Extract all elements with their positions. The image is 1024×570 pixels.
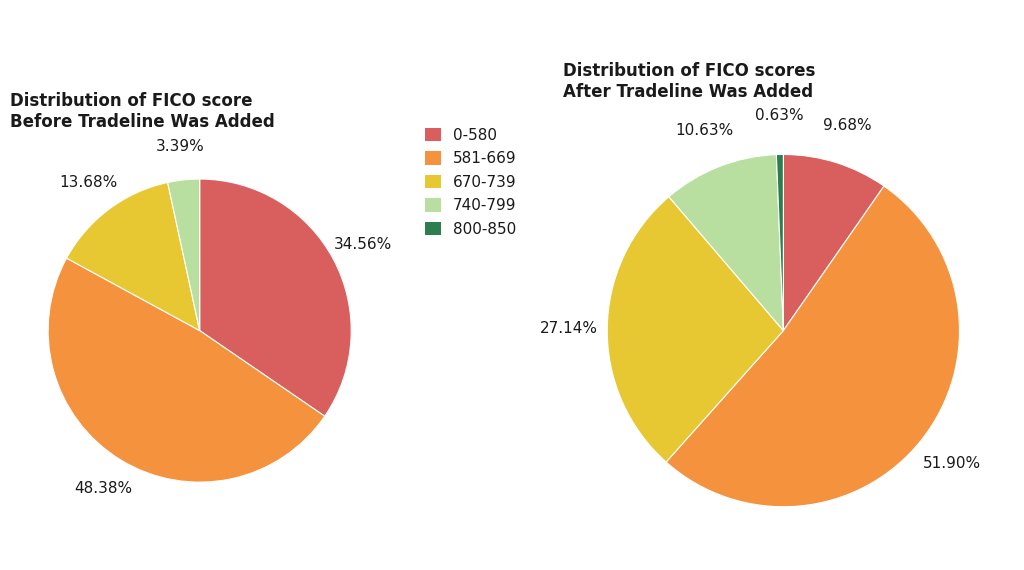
Wedge shape [200, 179, 351, 416]
Legend: 0-580, 581-669, 670-739, 740-799, 800-850: 0-580, 581-669, 670-739, 740-799, 800-85… [420, 121, 522, 243]
Text: 51.90%: 51.90% [923, 456, 981, 471]
Wedge shape [607, 197, 783, 462]
Text: 10.63%: 10.63% [676, 123, 734, 138]
Text: 3.39%: 3.39% [156, 139, 205, 154]
Text: Distribution of FICO score
Before Tradeline Was Added: Distribution of FICO score Before Tradel… [10, 92, 275, 131]
Wedge shape [67, 182, 200, 331]
Wedge shape [776, 154, 783, 331]
Text: 13.68%: 13.68% [59, 175, 118, 190]
Text: 48.38%: 48.38% [74, 481, 132, 496]
Text: 27.14%: 27.14% [540, 321, 597, 336]
Wedge shape [48, 258, 325, 482]
Wedge shape [667, 186, 959, 507]
Wedge shape [669, 154, 783, 331]
Text: Distribution of FICO scores
After Tradeline Was Added: Distribution of FICO scores After Tradel… [563, 62, 815, 100]
Text: 0.63%: 0.63% [755, 108, 804, 123]
Text: 34.56%: 34.56% [334, 237, 392, 252]
Text: 9.68%: 9.68% [823, 118, 872, 133]
Wedge shape [168, 179, 200, 331]
Wedge shape [783, 154, 884, 331]
